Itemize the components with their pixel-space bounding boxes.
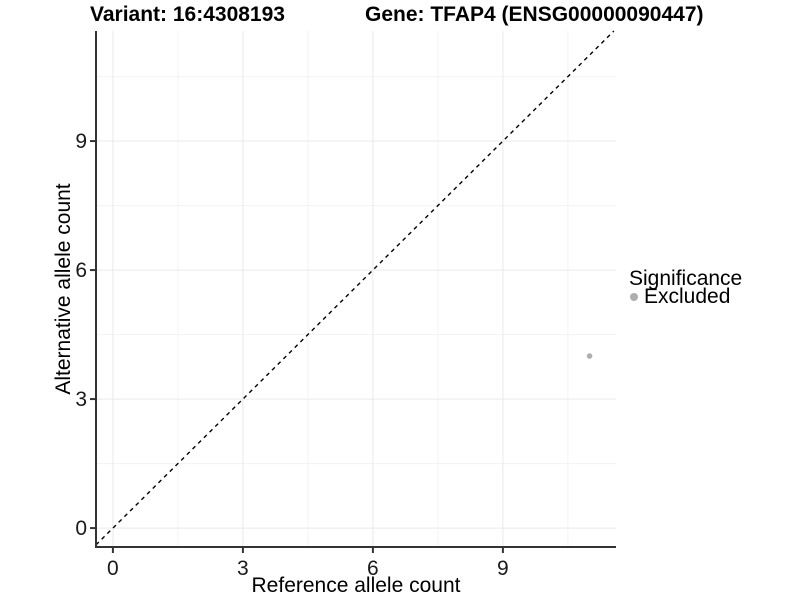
plot-title-variant: Variant: 16:4308193 [90, 3, 285, 26]
y-tick-label: 3 [75, 388, 87, 411]
excluded-point-icon [630, 293, 638, 301]
legend-item-label: Excluded [644, 285, 731, 308]
y-axis-title: Alternative allele count [52, 183, 75, 395]
legend-title: Significance [629, 267, 743, 290]
x-tick-label: 6 [367, 557, 379, 580]
x-tick-label: 0 [107, 557, 119, 580]
data-point [586, 353, 593, 359]
x-tick-label: 9 [497, 557, 509, 580]
legend-item-excluded: Excluded [627, 285, 742, 308]
legend: Significance Excluded [627, 267, 743, 308]
identity-line [95, 30, 615, 546]
y-tick-label: 6 [75, 259, 87, 282]
x-axis-title: Reference allele count [251, 574, 461, 597]
y-tick-label: 9 [75, 130, 87, 153]
x-tick-label: 3 [237, 557, 249, 580]
plot-title-gene: Gene: TFAP4 (ENSG00000090447) [365, 3, 704, 26]
y-tick-label: 0 [75, 517, 87, 540]
